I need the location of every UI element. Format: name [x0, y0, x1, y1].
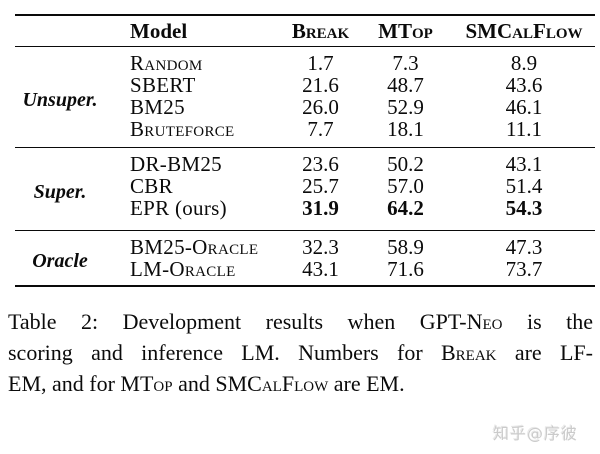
value-cell: 11.1: [506, 117, 542, 141]
caption-text: and: [172, 371, 216, 396]
value-cell: 8.9: [510, 51, 538, 75]
value-cell: 32.3: [283, 230, 358, 258]
value-cell: 46.1: [505, 95, 543, 119]
caption-line: scoring and inference LM. Numbers for Br…: [8, 337, 593, 368]
header-model: Model: [105, 15, 283, 47]
value-cell: 7.7: [307, 117, 334, 141]
model-cell: CBR: [130, 174, 173, 198]
value-cell: 43.1: [302, 257, 339, 281]
value-cell: 54.3: [505, 196, 543, 220]
model-cell: Random: [130, 51, 203, 75]
table-row: Unsuper. Random 1.7 7.3 8.9: [15, 47, 595, 110]
model-cell: SBERT: [130, 73, 196, 97]
results-table-grid: Model Break MTop SMCalFlow Unsuper. Rando…: [15, 14, 595, 287]
model-cell: LM-Oracle: [130, 257, 236, 281]
group-label: Unsuper.: [22, 88, 98, 111]
value-cell: 7.3: [392, 51, 419, 75]
value-cell: 52.9: [387, 95, 424, 119]
header-col-mtop: MTop: [358, 15, 453, 47]
value-cell: 57.0: [387, 174, 424, 198]
table-row: BM25 26.0 52.9 46.1: [15, 96, 595, 118]
caption-text: scoring and inference LM. Numbers for: [8, 340, 441, 365]
value-cell: 58.9: [358, 230, 453, 258]
table-row: Oracle BM25-Oracle 32.3 58.9 47.3: [15, 230, 595, 286]
table-row: SBERT 21.6 48.7 43.6: [15, 74, 595, 96]
table-caption: Table 2: Development results when GPT-Ne…: [8, 306, 593, 399]
caption-text: are LF-: [496, 340, 593, 365]
value-cell: 43.6: [505, 73, 543, 97]
value-cell: 47.3: [453, 230, 595, 258]
group-label: Super.: [15, 147, 105, 231]
model-cell: DR-BM25: [105, 147, 283, 175]
value-cell: 1.7: [307, 51, 334, 75]
value-cell: 26.0: [302, 95, 339, 119]
value-cell: 51.4: [505, 174, 543, 198]
value-cell: 25.7: [302, 174, 339, 198]
value-cell: 50.2: [358, 147, 453, 175]
model-cell: BM25-Oracle: [105, 230, 283, 258]
caption-smallcaps-term: Break: [441, 340, 497, 365]
caption-smallcaps-term: MTop: [120, 371, 173, 396]
header-group-spacer: [15, 15, 105, 47]
table-row: Bruteforce 7.7 18.1 11.1: [15, 118, 595, 148]
value-cell: 73.7: [505, 257, 543, 281]
results-table: Model Break MTop SMCalFlow Unsuper. Rando…: [15, 14, 595, 287]
value-cell: 21.6: [302, 73, 339, 97]
model-cell: EPR (ours): [130, 196, 227, 220]
value-cell: 64.2: [387, 196, 424, 220]
caption-smallcaps-term: SMCalFlow: [215, 371, 329, 396]
model-cell: Bruteforce: [130, 117, 235, 141]
value-cell: 43.1: [453, 147, 595, 175]
watermark: 知乎@序彼: [492, 424, 578, 443]
value-cell: 23.6: [283, 147, 358, 175]
value-cell: 18.1: [387, 117, 424, 141]
caption-smallcaps-term: Neo: [466, 309, 503, 334]
group-label: Oracle: [15, 230, 105, 286]
caption-line: EM, and for MTop and SMCalFlow are EM.: [8, 368, 593, 399]
caption-text: Table 2: Development results when GPT-: [8, 309, 467, 334]
header-col-smcalflow: SMCalFlow: [453, 15, 595, 47]
model-cell: BM25: [130, 95, 185, 119]
value-cell: 48.7: [387, 73, 424, 97]
value-cell: 71.6: [387, 257, 424, 281]
table-row: CBR 25.7 57.0 51.4: [15, 175, 595, 197]
value-cell: 31.9: [302, 196, 339, 220]
table-row: Super. DR-BM25 23.6 50.2 43.1: [15, 147, 595, 231]
caption-line: Table 2: Development results when GPT-Ne…: [8, 306, 593, 337]
header-row: Model Break MTop SMCalFlow: [15, 15, 595, 47]
caption-text: is the: [502, 309, 593, 334]
table-row: LM-Oracle 43.1 71.6 73.7: [15, 258, 595, 286]
caption-text: EM, and for: [8, 371, 121, 396]
caption-text: are EM.: [328, 371, 405, 396]
header-col-break: Break: [283, 15, 358, 47]
table-row: EPR (ours) 31.9 64.2 54.3: [15, 197, 595, 231]
